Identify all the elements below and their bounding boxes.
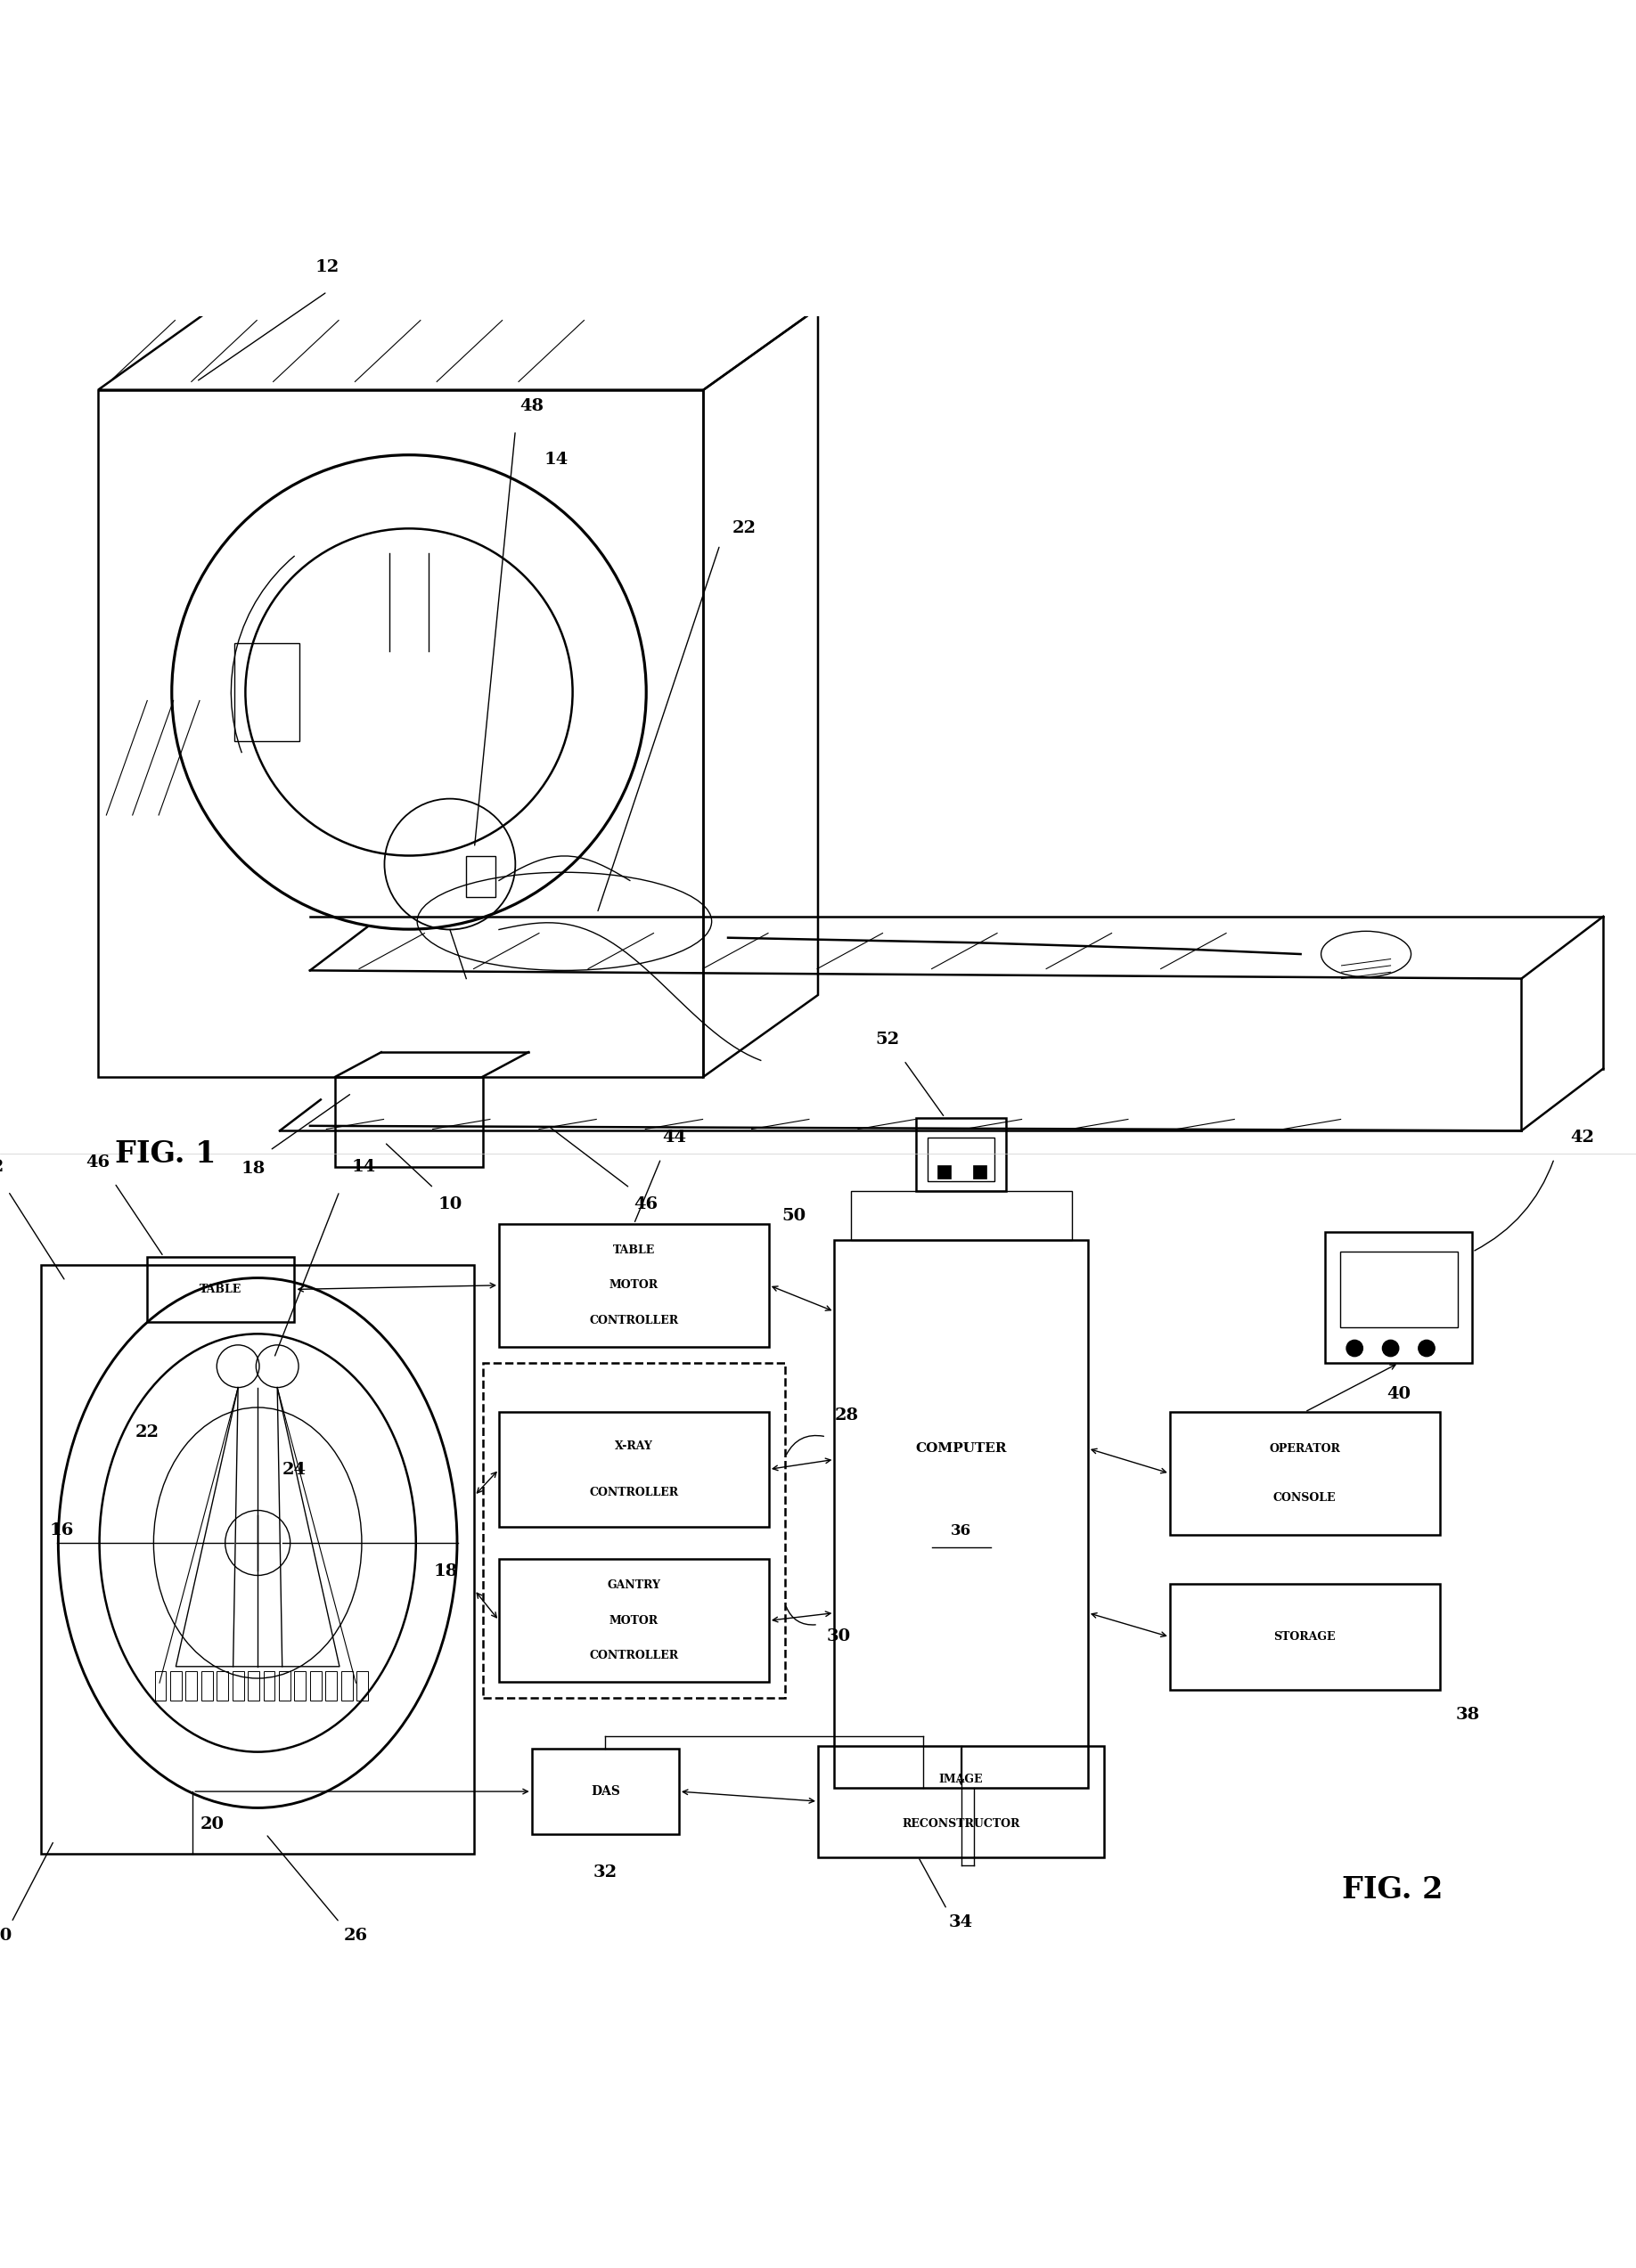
Text: 12: 12 [0,1159,3,1175]
Text: 16: 16 [49,1522,74,1538]
Circle shape [1346,1340,1363,1356]
Text: MOTOR: MOTOR [609,1615,659,1626]
Text: TABLE: TABLE [614,1245,654,1256]
Text: 30: 30 [826,1628,851,1644]
Text: 42: 42 [1571,1129,1595,1145]
Text: STORAGE: STORAGE [1274,1631,1335,1642]
Text: CONTROLLER: CONTROLLER [589,1649,679,1662]
Text: MOTOR: MOTOR [609,1279,659,1290]
Text: IMAGE: IMAGE [939,1774,983,1785]
Text: CONTROLLER: CONTROLLER [589,1486,679,1497]
Text: 36: 36 [951,1524,972,1538]
Circle shape [1418,1340,1435,1356]
Text: X-RAY: X-RAY [615,1440,653,1452]
Text: COMPUTER: COMPUTER [916,1442,1006,1454]
Text: 46: 46 [635,1195,658,1213]
Text: 46: 46 [87,1154,110,1170]
Text: 28: 28 [834,1408,859,1424]
Polygon shape [973,1166,987,1177]
Text: 50: 50 [782,1209,805,1225]
Text: 48: 48 [520,397,543,413]
Text: TABLE: TABLE [200,1284,242,1295]
Polygon shape [937,1166,951,1177]
Text: 10: 10 [0,1928,11,1944]
Text: CONSOLE: CONSOLE [1273,1492,1337,1504]
Text: 20: 20 [201,1817,224,1833]
Text: CONTROLLER: CONTROLLER [589,1315,679,1327]
Text: FIG. 1: FIG. 1 [115,1139,216,1168]
Text: DAS: DAS [591,1785,620,1799]
Text: 24: 24 [283,1461,306,1479]
Text: 12: 12 [316,259,339,274]
Text: 18: 18 [242,1161,265,1177]
Text: 22: 22 [733,522,756,538]
Text: OPERATOR: OPERATOR [1270,1442,1340,1454]
Text: RECONSTRUCTOR: RECONSTRUCTOR [901,1817,1021,1830]
Text: 44: 44 [663,1129,687,1145]
Text: FIG. 2: FIG. 2 [1342,1876,1443,1905]
Text: 22: 22 [134,1424,159,1440]
Text: 14: 14 [352,1159,376,1175]
Text: 40: 40 [1387,1386,1410,1402]
Text: 26: 26 [344,1928,368,1944]
Text: 14: 14 [545,451,568,467]
Text: 34: 34 [949,1914,973,1930]
Text: 32: 32 [594,1864,617,1880]
Text: 38: 38 [1456,1708,1481,1724]
Circle shape [1382,1340,1399,1356]
Text: GANTRY: GANTRY [607,1581,661,1592]
Text: 18: 18 [434,1563,458,1579]
Text: 10: 10 [438,1195,461,1213]
Text: 52: 52 [875,1032,900,1048]
